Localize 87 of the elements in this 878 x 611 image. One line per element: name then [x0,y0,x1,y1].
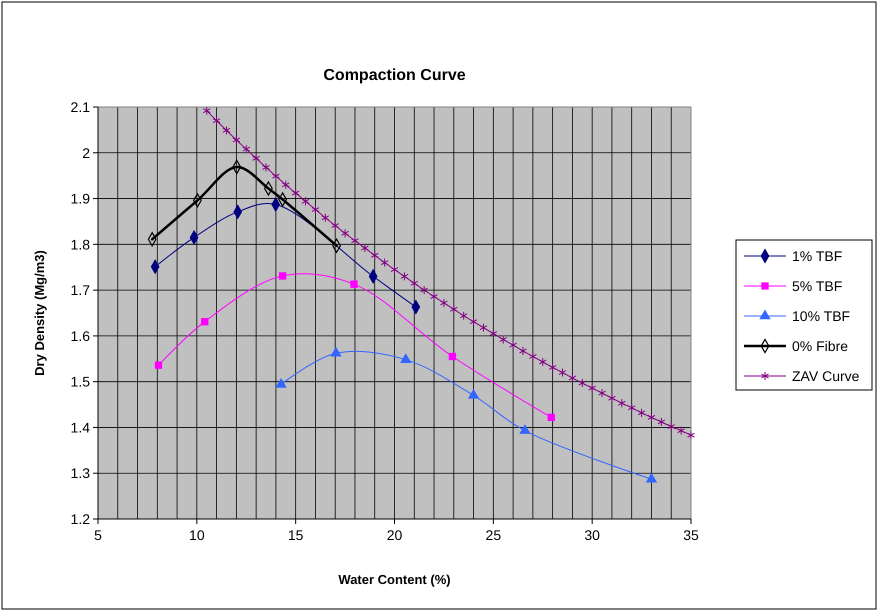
point [598,388,606,398]
point [390,264,398,274]
x-tick-label: 15 [288,527,304,543]
point [350,280,358,288]
x-tick-label: 10 [189,527,205,543]
legend-label: ZAV Curve [792,368,860,384]
point [400,272,408,281]
point [548,362,557,372]
point [430,292,438,302]
point [450,304,458,314]
x-tick-label: 35 [683,527,699,543]
point [278,272,286,280]
point [519,346,527,356]
point [420,286,428,295]
point [202,107,211,116]
point [538,357,547,366]
point [232,135,240,144]
point [242,144,250,154]
point [460,311,468,320]
point [608,394,616,403]
y-tick-label: 1.7 [70,282,90,298]
legend-label: 0% Fibre [792,338,848,354]
point [568,373,576,383]
point [638,408,646,418]
point [578,378,586,388]
point [400,354,412,363]
point [588,384,596,393]
point [302,196,310,206]
point [276,378,286,388]
y-tick-label: 1.8 [70,236,90,252]
point [410,278,418,288]
legend-label: 10% TBF [792,308,850,324]
point [252,154,260,163]
y-axis-title: Dry Density (Mg/m3) [32,250,47,376]
point [350,236,359,246]
legend-label: 1% TBF [792,248,842,264]
point [468,389,479,399]
chart-title: Compaction Curve [323,67,466,84]
point [647,412,656,422]
x-tick-label: 30 [584,527,600,543]
point [628,403,636,412]
point [201,318,208,326]
point [370,250,379,260]
point [282,180,290,190]
y-tick-label: 2 [82,144,90,161]
point [558,368,566,378]
point [331,221,340,230]
point [311,205,320,214]
point [440,298,448,308]
legend-label: 5% TBF [792,278,842,294]
point [479,323,488,332]
point [212,116,221,126]
x-tick-label: 25 [486,527,502,543]
point [489,329,498,338]
x-tick-label: 5 [94,527,102,543]
point [262,162,270,172]
x-axis-title: Water Content (%) [338,572,451,587]
y-tick-label: 2.1 [70,99,90,115]
point [330,347,342,357]
point [341,228,350,238]
x-tick-label: 20 [386,527,402,543]
point [667,422,676,432]
point [470,317,478,326]
point [380,258,389,268]
point [687,430,695,440]
y-tick-label: 1.3 [70,465,90,482]
point [448,352,456,360]
point [528,352,537,362]
point [618,398,626,408]
point [657,417,666,426]
point [520,424,530,434]
point [646,473,657,482]
y-tick-label: 1.9 [70,190,90,207]
point [222,126,230,135]
point [292,188,300,198]
point [360,243,369,253]
y-tick-label: 1.5 [70,374,90,390]
point [499,335,508,344]
point [321,213,330,222]
point [548,414,555,422]
point [272,172,280,181]
y-tick-label: 1.6 [70,328,90,344]
y-tick-label: 1.2 [70,511,90,527]
y-tick-label: 1.4 [70,419,90,436]
point [154,362,162,369]
point [509,340,518,350]
point [677,426,686,436]
